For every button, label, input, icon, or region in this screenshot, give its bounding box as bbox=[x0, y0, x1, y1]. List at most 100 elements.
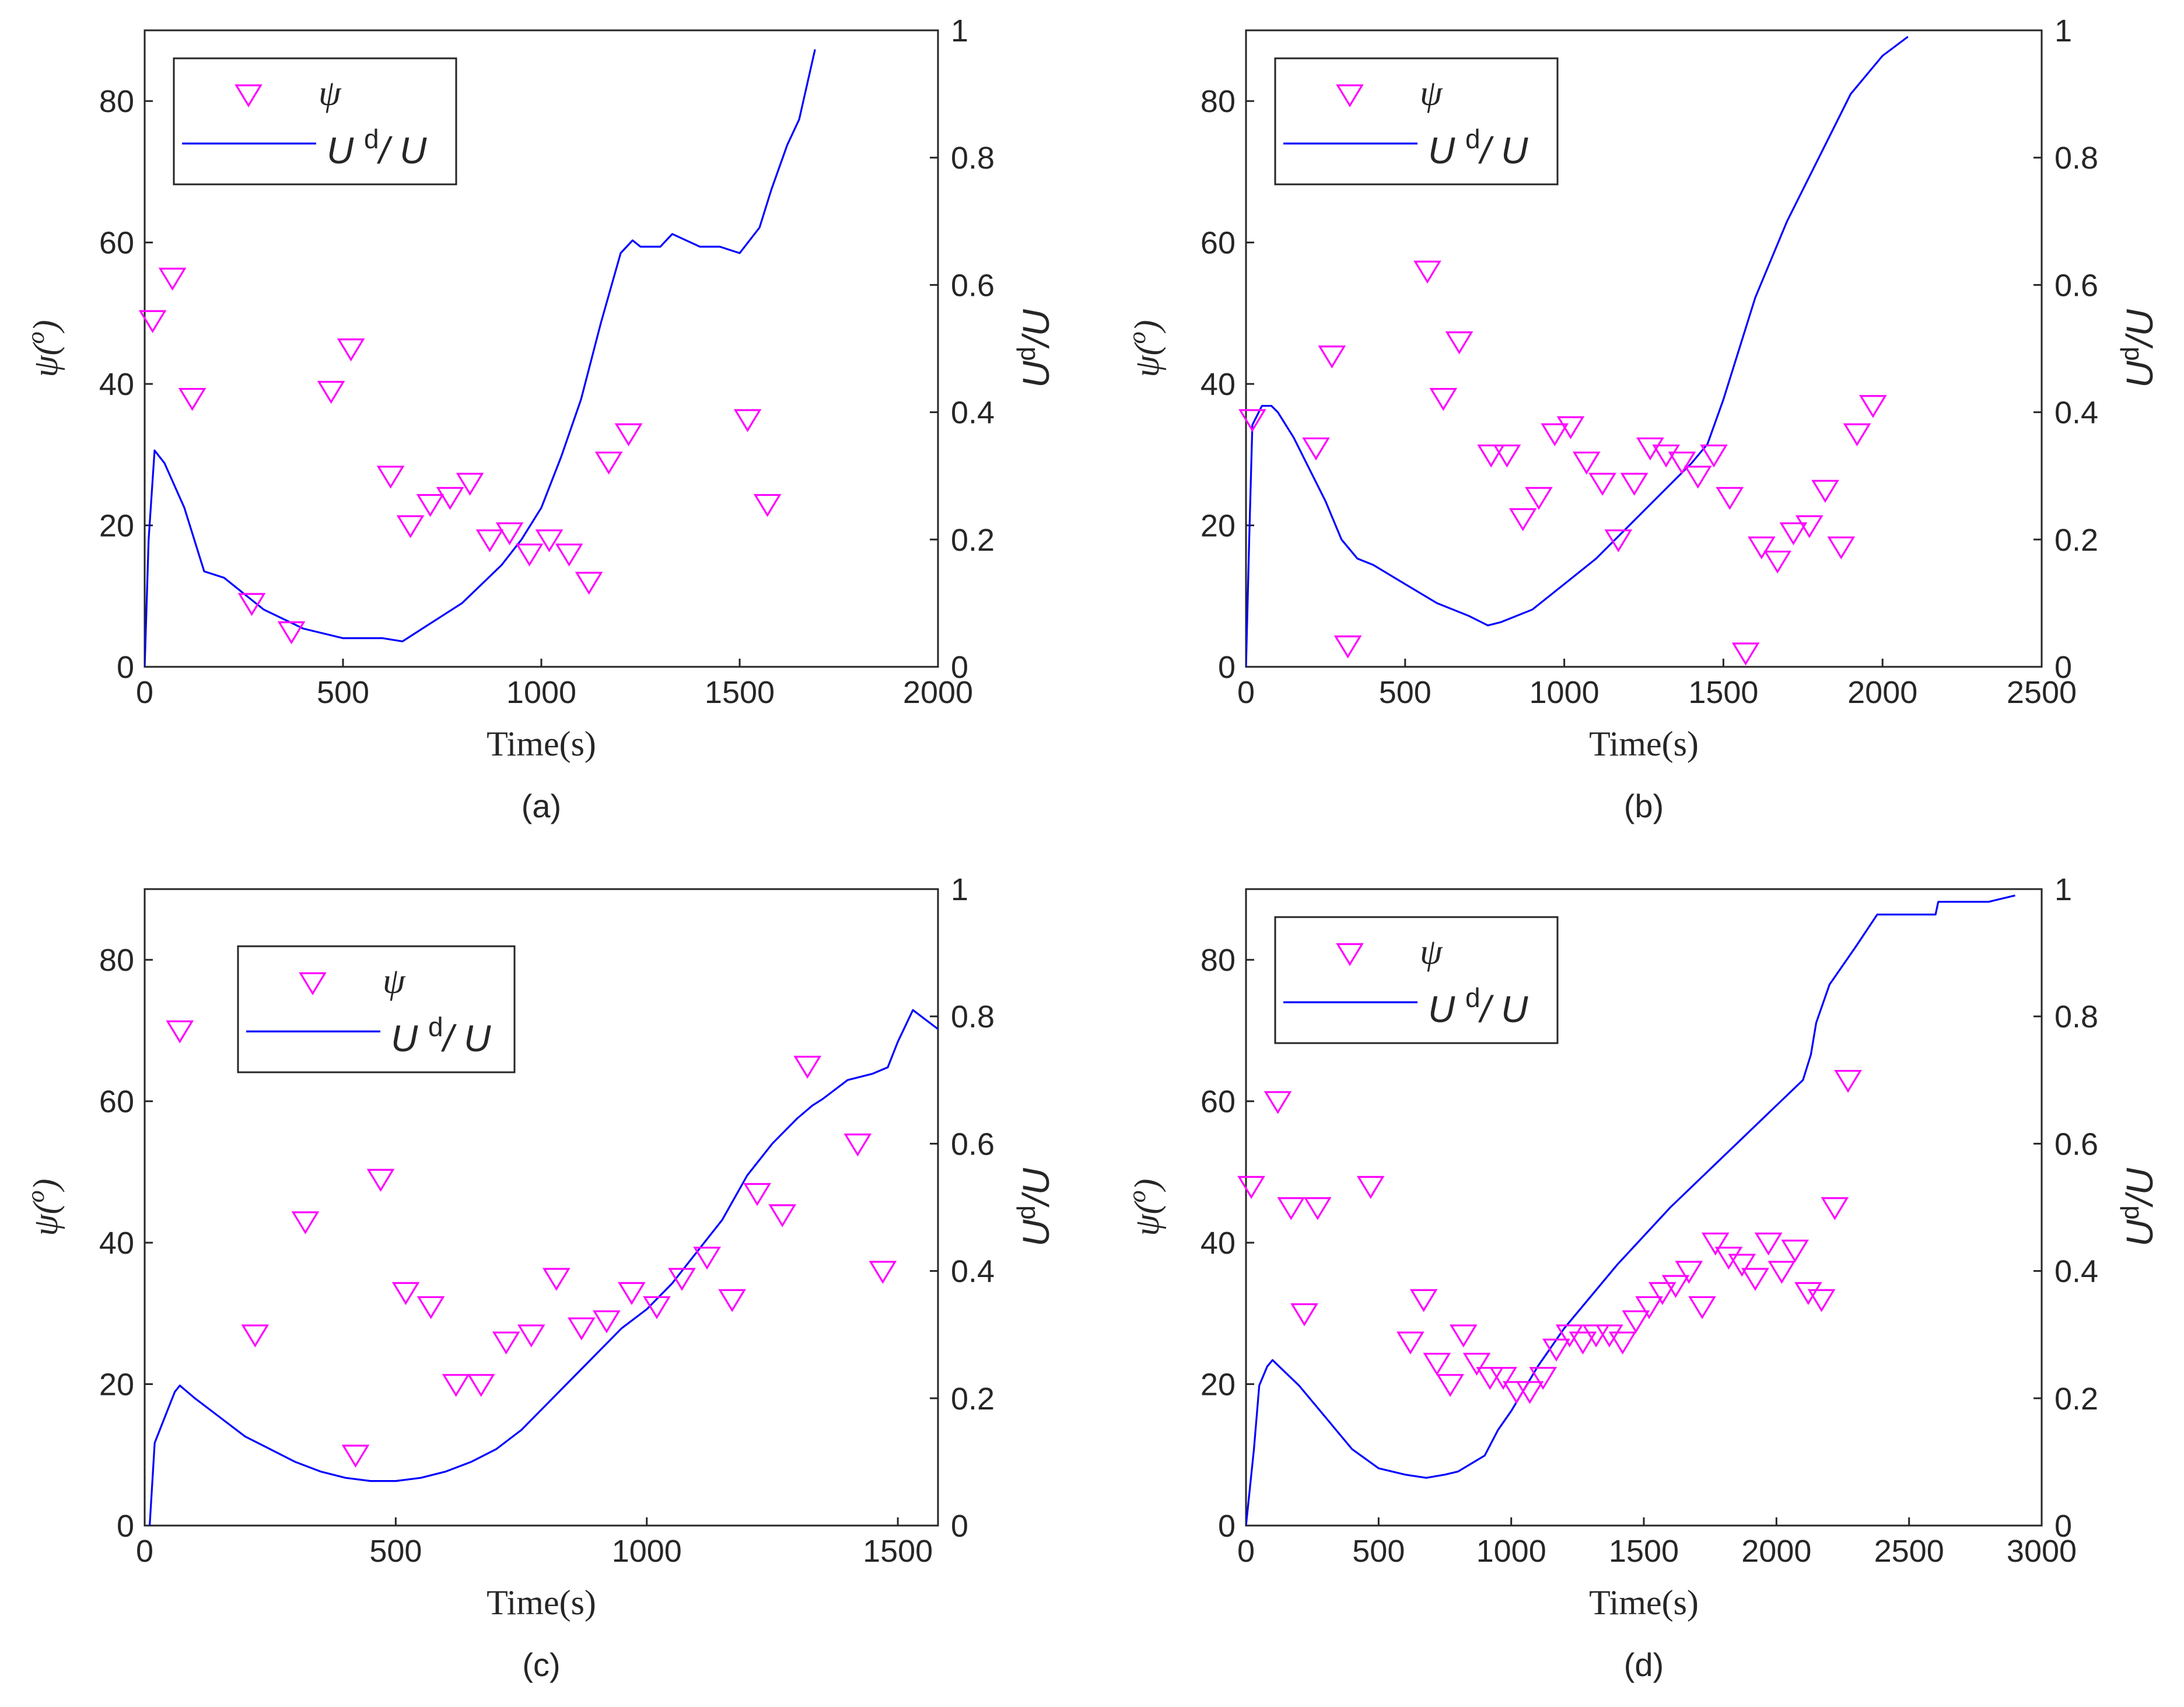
psi-point bbox=[1413, 260, 1441, 284]
psi-point bbox=[568, 1317, 596, 1341]
y-right-tick-label: 0.2 bbox=[951, 523, 995, 558]
psi-point bbox=[1525, 487, 1553, 510]
y-right-tick-label: 0.4 bbox=[951, 396, 995, 431]
psi-point bbox=[844, 1134, 872, 1157]
x-axis-label: Time(s) bbox=[1589, 1583, 1699, 1622]
psi-point bbox=[1569, 1331, 1597, 1355]
psi-point bbox=[158, 267, 187, 291]
chart-panel-4: 0 500 1000 1500 2000 2500 300002040608000.20.4… bbox=[1124, 872, 2161, 1683]
psi-point bbox=[1684, 466, 1712, 489]
psi-point bbox=[1264, 1091, 1292, 1114]
y-right-tick-label: 0.4 bbox=[951, 1254, 995, 1289]
psi-point bbox=[495, 522, 524, 545]
y-right-tick-label: 0.2 bbox=[2054, 1381, 2098, 1416]
y-left-tick-label: 60 bbox=[99, 1085, 134, 1120]
psi-point bbox=[1604, 529, 1633, 552]
x-tick-label: 1500 bbox=[1609, 1534, 1679, 1569]
y-right-tick-label: 1 bbox=[2054, 13, 2072, 48]
psi-point bbox=[1795, 515, 1824, 538]
y-left-tick-label: 20 bbox=[99, 509, 134, 544]
legend-box bbox=[173, 57, 457, 186]
y-left-axis-label-sup: o bbox=[23, 331, 50, 344]
psi-point bbox=[1572, 452, 1601, 475]
psi-point bbox=[1821, 1197, 1849, 1220]
psi-point bbox=[391, 1282, 420, 1305]
legend-psi-label: ψ bbox=[318, 74, 342, 113]
psi-point bbox=[1622, 1310, 1650, 1334]
x-tick-label: 3000 bbox=[2007, 1534, 2077, 1569]
psi-point bbox=[1582, 1324, 1611, 1348]
psi-point bbox=[1701, 1232, 1730, 1256]
plot-frame bbox=[1245, 29, 2043, 668]
psi-point bbox=[1794, 1282, 1822, 1305]
psi-point bbox=[753, 494, 782, 517]
y-right-axis-label-sup: d bbox=[1012, 1205, 1041, 1219]
legend-box bbox=[1274, 916, 1559, 1044]
x-tick-label: 2000 bbox=[903, 675, 973, 710]
psi-point bbox=[1779, 522, 1808, 545]
psi-point bbox=[475, 529, 504, 552]
y-left-tick-label: 60 bbox=[1200, 226, 1236, 261]
x-tick-label: 0 bbox=[1237, 675, 1255, 710]
psi-point bbox=[416, 1296, 445, 1320]
psi-point bbox=[317, 380, 345, 404]
chart-panel-1: 0 500 1000 1500 200002040608000.20.40.60.81T… bbox=[23, 13, 1057, 824]
x-tick-label: 0 bbox=[1237, 1534, 1255, 1569]
y-left-axis-label-sup: o bbox=[1124, 1190, 1151, 1202]
x-tick-label: 0 bbox=[136, 675, 153, 710]
legend-ud-u-tail: / U bbox=[1478, 988, 1529, 1030]
y-left-tick-label: 80 bbox=[99, 943, 134, 978]
x-axis-label: Time(s) bbox=[487, 725, 596, 763]
series-line-ud-u bbox=[149, 1009, 938, 1526]
psi-point bbox=[376, 466, 405, 489]
x-tick-label: 500 bbox=[369, 1534, 422, 1569]
x-tick-label: 1000 bbox=[1530, 675, 1600, 710]
psi-point bbox=[1290, 1303, 1318, 1327]
legend-ud-u-tail: / U bbox=[1478, 130, 1529, 172]
y-right-tick-label: 1 bbox=[951, 13, 968, 48]
y-right-axis-label-sup: d bbox=[1012, 347, 1041, 361]
y-right-tick-label: 0.2 bbox=[951, 1381, 995, 1416]
legend-box bbox=[237, 945, 516, 1073]
legend-psi-label: ψ bbox=[383, 961, 406, 1001]
y-left-tick-label: 80 bbox=[1200, 943, 1236, 978]
legend-ud-u-sup: d bbox=[1465, 124, 1480, 154]
psi-point bbox=[1423, 1352, 1451, 1376]
legend-ud-u-label: U d/ U bbox=[1428, 982, 1528, 1030]
psi-point bbox=[237, 593, 266, 616]
y-left-tick-label: 0 bbox=[1218, 650, 1236, 685]
y-left-tick-label: 40 bbox=[1200, 1226, 1236, 1261]
psi-point bbox=[614, 423, 643, 446]
psi-point bbox=[436, 487, 464, 510]
legend-psi-label: ψ bbox=[1420, 932, 1443, 972]
y-right-tick-label: 0.2 bbox=[2054, 523, 2098, 558]
x-axis-label: Time(s) bbox=[487, 1583, 596, 1622]
y-left-tick-label: 60 bbox=[99, 226, 134, 261]
panel-caption: (b) bbox=[1624, 788, 1664, 824]
y-right-tick-label: 1 bbox=[951, 872, 968, 907]
y-left-tick-label: 20 bbox=[1200, 1367, 1236, 1402]
y-left-tick-label: 60 bbox=[1200, 1085, 1236, 1120]
psi-point bbox=[1741, 1268, 1769, 1291]
y-left-axis-label-close: ) bbox=[26, 1178, 65, 1192]
psi-point bbox=[718, 1289, 746, 1313]
series-line-ud-u bbox=[145, 49, 816, 667]
y-right-tick-label: 0.6 bbox=[2054, 268, 2098, 303]
psi-point bbox=[1843, 423, 1871, 446]
psi-point bbox=[1429, 388, 1458, 411]
y-left-tick-label: 20 bbox=[1200, 509, 1236, 544]
psi-point bbox=[733, 409, 762, 432]
psi-point bbox=[1449, 1324, 1478, 1348]
psi-point bbox=[241, 1324, 270, 1348]
y-right-axis-label-tail: /U bbox=[1015, 309, 1057, 349]
x-tick-label: 0 bbox=[136, 1534, 153, 1569]
psi-point bbox=[743, 1183, 771, 1206]
psi-point bbox=[1489, 1367, 1517, 1390]
y-left-axis-label: ψ(o) bbox=[23, 1178, 65, 1236]
psi-point bbox=[668, 1268, 696, 1291]
x-tick-label: 2000 bbox=[1741, 1534, 1811, 1569]
psi-point bbox=[416, 494, 444, 517]
x-tick-label: 2500 bbox=[2007, 675, 2077, 710]
plot-frame bbox=[144, 888, 939, 1527]
